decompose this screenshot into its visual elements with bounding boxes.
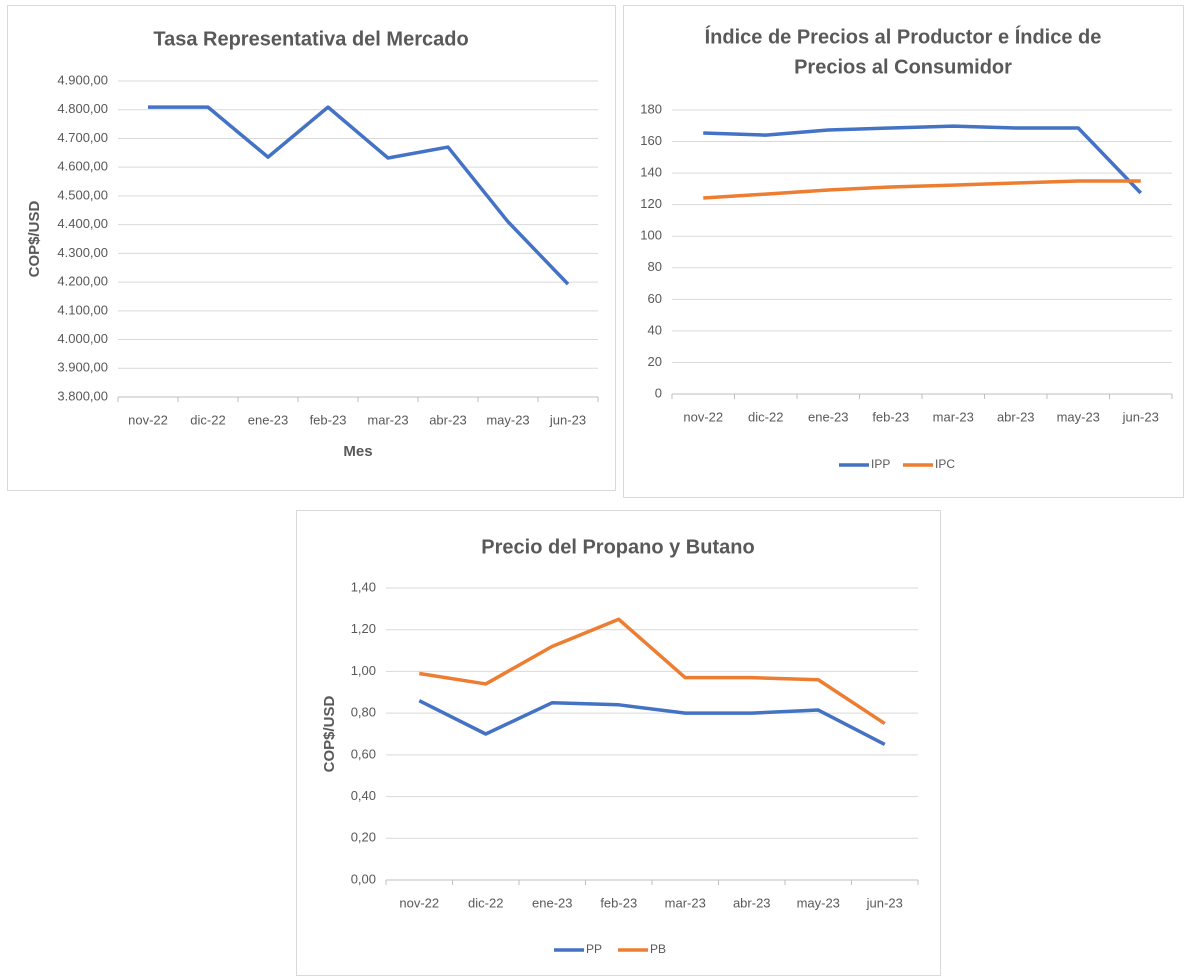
- x-tick-label: jun-23: [549, 412, 586, 427]
- x-tick-label: feb-23: [600, 895, 637, 910]
- legend-label: PB: [650, 942, 666, 956]
- y-tick-label: 4.300,00: [57, 245, 108, 260]
- chart-title: Precios al Consumidor: [794, 56, 1012, 78]
- data-line: [703, 124, 1143, 195]
- y-tick-label: 60: [648, 291, 662, 306]
- y-tick-label: 0: [655, 385, 662, 400]
- y-tick-label: 160: [640, 133, 662, 148]
- y-tick-label: 4.600,00: [57, 159, 108, 174]
- y-tick-label: 0,40: [351, 788, 376, 803]
- x-tick-label: nov-22: [399, 895, 439, 910]
- data-line: [703, 179, 1141, 200]
- y-tick-label: 120: [640, 196, 662, 211]
- legend-label: IPP: [871, 457, 890, 471]
- x-tick-label: dic-22: [190, 412, 225, 427]
- x-tick-label: abr-23: [997, 409, 1035, 424]
- data-line: [148, 105, 570, 286]
- y-tick-label: 4.500,00: [57, 187, 108, 202]
- y-axis-title: COP$/USD: [321, 695, 338, 772]
- x-tick-label: mar-23: [933, 409, 974, 424]
- x-tick-label: ene-23: [532, 895, 572, 910]
- y-tick-label: 1,40: [351, 579, 376, 594]
- x-tick-label: mar-23: [367, 412, 408, 427]
- y-tick-label: 40: [648, 322, 662, 337]
- y-tick-label: 0,80: [351, 705, 376, 720]
- x-tick-label: abr-23: [733, 895, 771, 910]
- y-tick-label: 4.900,00: [57, 72, 108, 87]
- y-tick-label: 4.700,00: [57, 130, 108, 145]
- x-tick-label: ene-23: [248, 412, 288, 427]
- data-line: [418, 699, 886, 746]
- y-tick-label: 100: [640, 228, 662, 243]
- y-tick-label: 20: [648, 354, 662, 369]
- y-tick-label: 3.800,00: [57, 388, 108, 403]
- x-tick-label: mar-23: [665, 895, 706, 910]
- y-tick-label: 180: [640, 101, 662, 116]
- y-tick-label: 4.100,00: [57, 302, 108, 317]
- legend-label: PP: [586, 942, 602, 956]
- x-tick-label: dic-22: [468, 895, 503, 910]
- y-tick-label: 4.200,00: [57, 274, 108, 289]
- x-tick-label: nov-22: [683, 409, 723, 424]
- x-axis-title: Mes: [343, 443, 372, 460]
- x-tick-label: ene-23: [808, 409, 848, 424]
- chart-title: Precio del Propano y Butano: [481, 536, 754, 558]
- y-tick-label: 0,60: [351, 746, 376, 761]
- x-tick-label: may-23: [486, 412, 529, 427]
- y-tick-label: 140: [640, 165, 662, 180]
- x-tick-label: feb-23: [872, 409, 909, 424]
- x-tick-label: dic-22: [748, 409, 783, 424]
- chart-frame: [7, 5, 616, 491]
- y-tick-label: 4.400,00: [57, 216, 108, 231]
- x-tick-label: abr-23: [429, 412, 467, 427]
- chart-frame: [623, 5, 1184, 498]
- chart-title: Tasa Representativa del Mercado: [153, 28, 468, 50]
- y-tick-label: 0,20: [351, 830, 376, 845]
- data-line: [418, 617, 886, 726]
- x-tick-label: may-23: [1057, 409, 1100, 424]
- x-tick-label: feb-23: [310, 412, 347, 427]
- x-tick-label: jun-23: [1122, 409, 1159, 424]
- y-tick-label: 4.000,00: [57, 331, 108, 346]
- y-tick-label: 0,00: [351, 871, 376, 886]
- y-axis-title: COP$/USD: [26, 200, 43, 277]
- y-tick-label: 1,20: [351, 621, 376, 636]
- y-tick-label: 4.800,00: [57, 101, 108, 116]
- x-tick-label: may-23: [797, 895, 840, 910]
- x-tick-label: nov-22: [128, 412, 168, 427]
- y-tick-label: 3.900,00: [57, 360, 108, 375]
- chart-title: Índice de Precios al Productor e Índice …: [705, 25, 1102, 48]
- y-tick-label: 1,00: [351, 663, 376, 678]
- legend-label: IPC: [935, 457, 955, 471]
- x-tick-label: jun-23: [866, 895, 903, 910]
- y-tick-label: 80: [648, 259, 662, 274]
